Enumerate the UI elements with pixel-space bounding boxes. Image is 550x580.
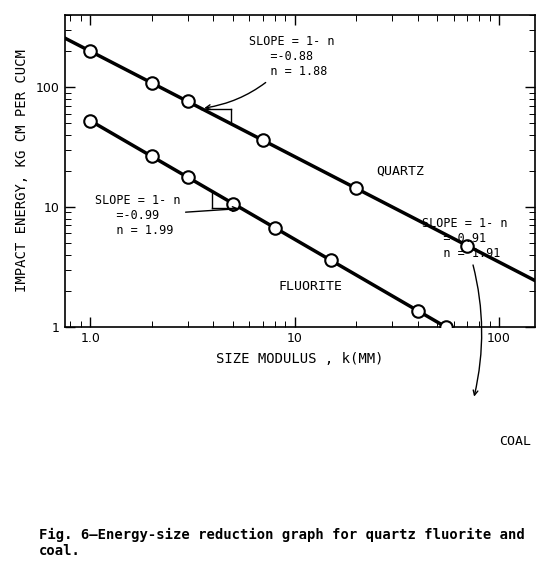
Text: SLOPE = 1- n
   =-0.99
   n = 1.99: SLOPE = 1- n =-0.99 n = 1.99 bbox=[95, 194, 237, 237]
Text: SLOPE = 1- n
   =-0.88
   n = 1.88: SLOPE = 1- n =-0.88 n = 1.88 bbox=[206, 35, 335, 110]
Text: SLOPE = 1- n
   =-0.91
   n = 1.91: SLOPE = 1- n =-0.91 n = 1.91 bbox=[422, 216, 508, 395]
Text: QUARTZ: QUARTZ bbox=[376, 165, 424, 177]
Y-axis label: IMPACT ENERGY, KG CM PER CUCM: IMPACT ENERGY, KG CM PER CUCM bbox=[15, 49, 29, 292]
Text: Fig. 6—Energy-size reduction graph for quartz fluorite and
coal.: Fig. 6—Energy-size reduction graph for q… bbox=[39, 528, 524, 558]
Text: FLUORITE: FLUORITE bbox=[279, 280, 343, 293]
Text: COAL: COAL bbox=[499, 436, 531, 448]
X-axis label: SIZE MODULUS , k(MM): SIZE MODULUS , k(MM) bbox=[216, 351, 383, 365]
